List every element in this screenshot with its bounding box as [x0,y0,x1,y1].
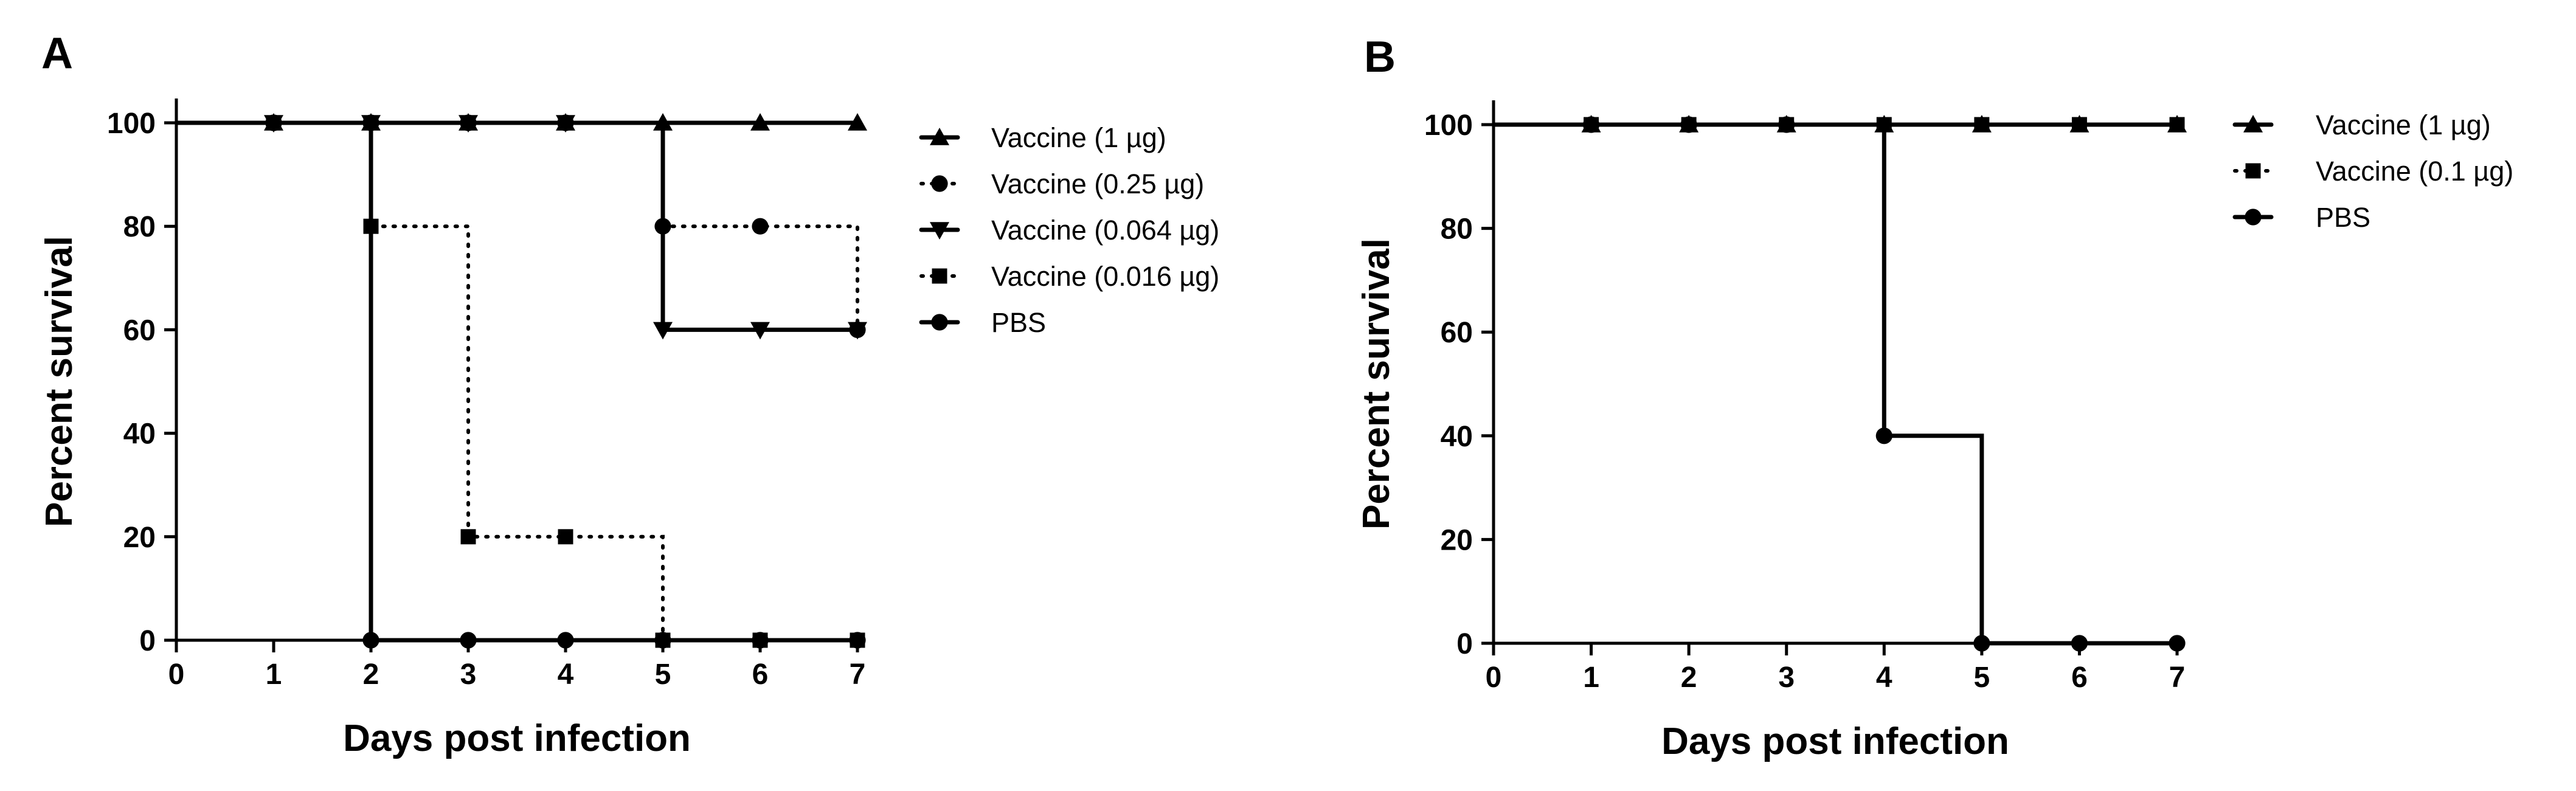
x-tick-label: 3 [460,658,477,691]
legend: Vaccine (1 µg) Vaccine (0.1 µg) PBS [2232,109,2513,233]
y-tick-label: 80 [1441,213,1473,246]
series-point [653,322,673,340]
series-point [750,322,770,340]
y-tick-label: 40 [1441,421,1473,453]
legend-marker [930,222,949,240]
legend-label: Vaccine (0.064 µg) [991,215,1219,246]
x-tick-label: 5 [1974,661,1990,694]
series-point [2169,117,2185,133]
series-point [459,115,478,133]
legend-marker [931,175,948,192]
x-tick-label: 0 [1486,661,1502,694]
x-tick-label: 4 [558,658,574,691]
y-tick-label: 100 [1424,109,1473,142]
series-point [362,632,379,649]
x-tick-label: 7 [850,658,866,691]
series-point [1582,116,1600,133]
series-2 [175,114,866,339]
axes [1492,100,2183,645]
axes [175,98,864,642]
series-line [175,121,859,642]
series-point [557,632,574,649]
x-tick-label: 4 [1876,661,1892,694]
legend-marker [931,314,948,331]
y-tick-label: 0 [1456,628,1473,660]
series-point [1875,427,1892,444]
series-5 [174,114,866,649]
legend-label: Vaccine (0.016 µg) [991,261,1219,292]
legend-item: Vaccine (0.064 µg) [919,215,1219,246]
x-axis-title: Days post infection [1661,720,2009,762]
x-tick-label: 3 [1778,661,1795,694]
x-tick-label: 6 [752,658,769,691]
series-point [460,632,477,649]
legend-label: PBS [991,307,1046,338]
series-line [174,120,860,643]
series-4 [175,115,865,648]
series-point [558,529,573,545]
legend-item: PBS [2232,202,2370,233]
chart-panel-b: B 0 20 40 60 80 100 0 1 2 3 4 5 6 7 Days post infection… [1356,33,2513,762]
legend-item: PBS [919,307,1046,338]
y-tick-label: 100 [107,108,156,140]
legend-item: Vaccine (0.1 µg) [2233,156,2513,187]
legend-item: Vaccine (0.016 µg) [919,261,1219,292]
legend-label: Vaccine (0.1 µg) [2316,156,2513,187]
legend: Vaccine (1 µg) Vaccine (0.25 µg) Vaccine (… [919,122,1219,338]
legend-label: Vaccine (0.25 µg) [991,168,1204,199]
series-point [849,632,866,649]
series-point [848,322,867,340]
legend-label: Vaccine (1 µg) [2316,109,2491,140]
series-3 [1491,116,2186,652]
x-tick-label: 1 [1583,661,1599,694]
x-tick-label: 7 [2169,661,2186,694]
series-point [556,115,575,133]
series-point [2071,635,2088,652]
series-point [1973,635,1990,652]
series-point [750,113,770,131]
x-axis-title: Days post infection [343,717,691,759]
legend-item: Vaccine (1 µg) [2232,109,2491,140]
series-point [460,529,476,545]
chart-panel-a: A 0 20 40 60 80 100 0 1 2 3 4 5 6 7 Days post infection… [38,29,1219,759]
panel-letter: A [41,29,73,78]
legend-marker [932,268,947,284]
x-tick-label: 0 [168,658,185,691]
legend-item: Vaccine (1 µg) [919,122,1166,153]
x-tick-label: 2 [1681,661,1697,694]
legend-marker [2245,163,2261,179]
series-point [752,218,769,235]
panel-letter: B [1364,33,1396,81]
y-tick-label: 60 [123,314,156,347]
y-axis-title: Percent survival [1356,238,1397,530]
series-line [1491,122,2180,646]
y-tick-label: 20 [1441,524,1473,556]
legend-label: PBS [2316,202,2370,233]
legend-marker [930,128,949,145]
series-point [654,632,671,649]
y-axis-title: Percent survival [38,236,80,527]
legend-label: Vaccine (1 µg) [991,122,1166,153]
x-tick-label: 2 [363,658,379,691]
series-point [1778,116,1795,133]
series-point [1974,117,1990,133]
x-tick-label: 1 [266,658,282,691]
y-tick-label: 20 [123,522,156,554]
y-tick-label: 0 [139,625,156,657]
legend-marker [2245,209,2262,226]
series-point [2071,117,2087,133]
series-point [265,114,282,131]
series-point [1680,116,1697,133]
x-tick-label: 6 [2071,661,2088,694]
y-tick-label: 60 [1441,317,1473,349]
y-tick-label: 80 [123,211,156,243]
series-point [752,632,769,649]
legend-item: Vaccine (0.25 µg) [919,168,1204,199]
y-tick-label: 40 [123,418,156,451]
series-point [848,113,867,131]
x-tick-label: 5 [655,658,671,691]
legend-marker [2243,115,2263,133]
series-point [2169,635,2186,652]
